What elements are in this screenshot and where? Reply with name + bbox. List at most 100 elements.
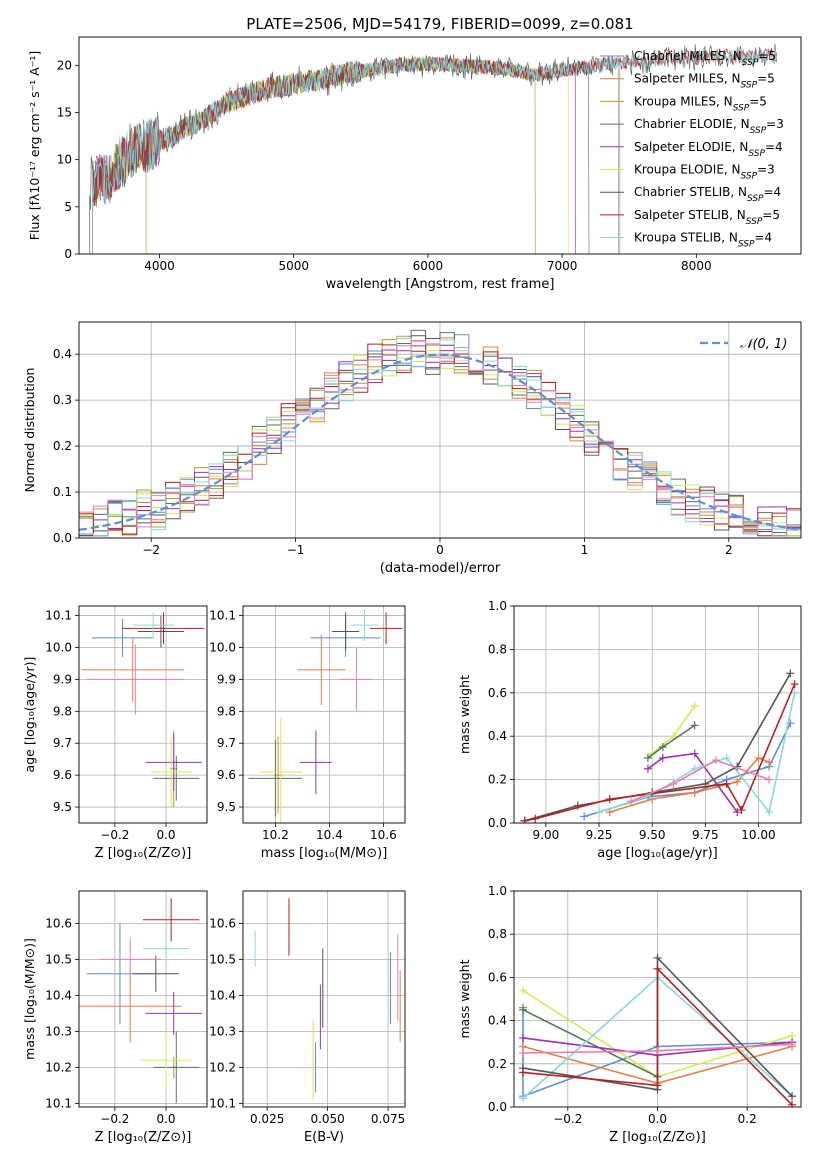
spectrum-line-kroupa-elodie: [92, 56, 570, 254]
weight-marker: [658, 753, 667, 762]
errorbar-point: [99, 937, 161, 981]
panel-weight_vs_age: 9.00 9.25 9.50 9.75 10.00 0.0 0.2 0.4 0.6 0.8 1.0 a…: [457, 599, 802, 861]
weight-series-line: [647, 705, 696, 759]
weight-marker: [788, 1040, 797, 1049]
y-tick-label: 20: [57, 58, 72, 72]
y-tick-label: 9.6: [217, 768, 236, 782]
y-axis-label: mass weight: [457, 675, 472, 754]
axes-frame: [78, 36, 802, 255]
weight-marker: [518, 1049, 527, 1057]
y-axis-label: Flux [fλ10⁻¹⁷ erg cm⁻² s⁻¹ A⁻¹]: [27, 51, 42, 240]
x-tick-label: 9.25: [586, 828, 613, 842]
x-tick-label: 0.050: [310, 1112, 344, 1126]
errorbar-point: [91, 618, 154, 658]
plot-area-age_vs_Z: [81, 612, 205, 808]
x-tick-label: 0.2: [738, 1112, 757, 1126]
errorbar-point: [153, 1031, 200, 1104]
errorbar-point: [143, 930, 190, 967]
plot-area-weight_vs_age: [520, 669, 799, 823]
weight-marker: [580, 812, 589, 821]
y-tick-label: 1.0: [488, 884, 507, 898]
panel-spectrum: 4000 5000 6000 7000 8000 0 5 10 15 20 wavelength […: [27, 36, 802, 292]
weight-marker: [690, 701, 699, 710]
x-tick-label: 10.4: [316, 828, 343, 842]
x-tick-label: −2: [142, 543, 160, 557]
x-axis-label: wavelength [Angstrom, rest frame]: [326, 277, 555, 292]
errorbar-point: [81, 637, 184, 702]
y-tick-label: 9.9: [53, 672, 72, 686]
y-tick-label: 0.0: [488, 1100, 507, 1114]
x-tick-label: −0.2: [100, 828, 129, 842]
histogram-series: [79, 340, 801, 537]
errorbar-point: [122, 612, 205, 645]
weight-marker: [643, 753, 652, 762]
normal-curve: [79, 353, 801, 531]
x-tick-label: 10.2: [262, 828, 289, 842]
y-tick-label: 0.4: [53, 347, 72, 361]
y-tick-label: 10.1: [209, 1096, 236, 1110]
x-tick-label: 9.50: [639, 828, 666, 842]
y-tick-label: 0.6: [488, 970, 507, 984]
errorbar-point: [340, 647, 373, 712]
y-tick-label: 10: [57, 153, 72, 167]
y-tick-label: 10.4: [45, 988, 72, 1002]
spectrum-line-salpeter-miles: [92, 55, 621, 254]
weight-marker: [690, 788, 699, 797]
y-tick-label: 10.0: [209, 640, 236, 654]
x-tick-label: 0: [436, 543, 444, 557]
y-tick-label: 10.5: [45, 952, 72, 966]
y-tick-label: 0.3: [53, 393, 72, 407]
x-tick-label: 0.0: [156, 1112, 175, 1126]
plot-area-spectrum: [89, 43, 778, 254]
x-tick-label: 0.0: [156, 828, 175, 842]
weight-marker: [653, 964, 662, 973]
axes-frame: [78, 890, 208, 1108]
weight-series-line: [524, 683, 796, 822]
weight-marker: [722, 753, 731, 762]
y-tick-label: 0.4: [488, 729, 507, 743]
weight-marker: [518, 1033, 527, 1042]
errorbar-point: [248, 740, 303, 817]
errorbar-point: [332, 612, 360, 651]
errorbar-point: [369, 612, 403, 645]
weight-marker: [722, 779, 731, 788]
axes-frame: [242, 605, 406, 824]
y-tick-label: 0.1: [53, 485, 72, 499]
panel-weight_vs_Z: −0.2 0.0 0.2 0.0 0.2 0.4 0.6 0.8 1.0 Z [log₁₀(Z/Z…: [457, 884, 802, 1145]
y-tick-label: 0.2: [488, 773, 507, 787]
weight-marker: [733, 777, 742, 786]
y-tick-label: 0.8: [488, 642, 507, 656]
x-axis-label: mass [log₁₀(M/M⊙)]: [261, 846, 388, 861]
spectrum-line-chabrier-miles: [92, 56, 619, 254]
x-tick-label: 4000: [144, 259, 175, 273]
errorbar-point: [297, 634, 346, 705]
errorbar-point: [143, 898, 200, 942]
weight-marker: [518, 1094, 527, 1103]
y-axis-label: mass weight: [457, 959, 472, 1038]
y-tick-label: 9.8: [53, 704, 72, 718]
x-axis-label: age [log₁₀(age/yr)]: [597, 846, 718, 861]
weight-marker: [653, 1081, 662, 1090]
errorbar-point: [86, 644, 184, 715]
panel-mass_vs_Z: −0.2 0.0 10.1 10.2 10.3 10.4 10.5 10.6 Z [log₁₀(…: [22, 890, 208, 1145]
panel-age_vs_Z: −0.2 0.0 9.5 9.6 9.7 9.8 9.9 10.0 10.1 Z [log₁₀(Z…: [22, 605, 208, 861]
figure-title: PLATE=2506, MJD=54179, FIBERID=0099, z=0…: [246, 15, 633, 33]
y-tick-label: 0.0: [488, 816, 507, 830]
legend-entry: Chabrier ELODIE, NSSP=3: [634, 117, 784, 136]
y-tick-label: 10.5: [209, 952, 236, 966]
y-tick-label: 9.9: [217, 672, 236, 686]
plot-area-mass_vs_Z: [79, 898, 202, 1104]
weight-marker: [790, 680, 799, 689]
panel-mass_vs_EBV: 0.025 0.050 0.075 10.1 10.2 10.3 10.4 10.5 10.6 E…: [209, 890, 406, 1145]
weight-series-line: [609, 756, 770, 813]
errorbar-point: [132, 955, 179, 992]
weight-marker: [643, 764, 652, 773]
x-tick-label: 5000: [278, 259, 309, 273]
plot-area-age_vs_mass: [248, 609, 403, 823]
y-tick-label: 10.1: [45, 609, 72, 623]
y-tick-label: 15: [57, 105, 72, 119]
weight-marker: [690, 721, 699, 730]
x-axis-label: Z [log₁₀(Z/Z⊙)]: [95, 1130, 192, 1145]
x-tick-label: 10.00: [741, 828, 775, 842]
x-tick-label: −0.2: [100, 1112, 129, 1126]
